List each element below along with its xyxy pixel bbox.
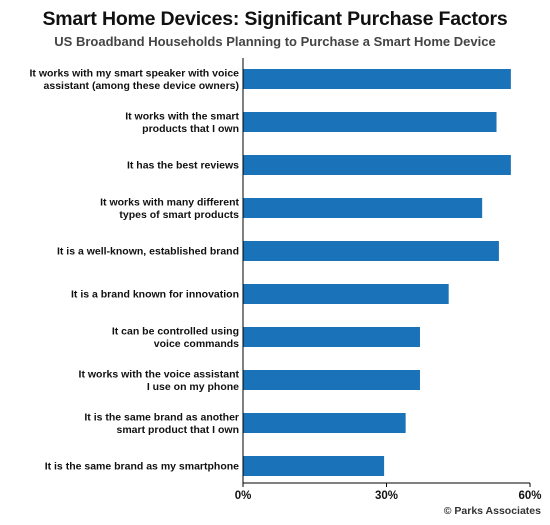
x-tick-label: 60%	[518, 490, 541, 502]
chart-subtitle: US Broadband Households Planning to Purc…	[54, 34, 496, 49]
category-label: It is the same brand as another smart pro…	[84, 411, 239, 436]
category-label: It is a brand known for innovation	[71, 289, 239, 301]
chart-title: Smart Home Devices: Significant Purchase…	[42, 8, 508, 30]
bar	[243, 284, 449, 304]
bar	[243, 112, 497, 132]
category-label: It is the same brand as my smartphone	[45, 461, 239, 473]
x-tick-label: 0%	[235, 490, 252, 502]
bar	[243, 69, 511, 89]
bar	[243, 198, 483, 218]
category-label: It can be controlled using voice commands	[112, 325, 239, 350]
source-credit: © Parks Associates	[443, 505, 541, 517]
category-label: It has the best reviews	[127, 160, 239, 172]
bar	[243, 370, 420, 390]
category-label: It works with the smart products that I o…	[125, 110, 239, 135]
bar	[243, 155, 511, 175]
category-label: It works with the voice assistant I use o…	[79, 368, 240, 393]
category-label: It works with many different types of sma…	[100, 196, 239, 221]
bar	[243, 241, 499, 261]
category-label: It is a well-known, established brand	[57, 246, 239, 258]
bar	[243, 327, 420, 347]
bar	[243, 456, 385, 476]
x-tick-label: 30%	[375, 490, 398, 502]
category-label: It works with my smart speaker with voic…	[30, 67, 240, 92]
bar	[243, 413, 406, 433]
